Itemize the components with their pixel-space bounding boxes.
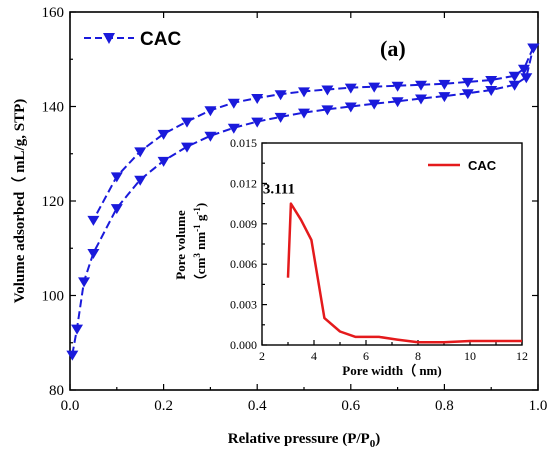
adsorption-branch-marker (298, 108, 310, 119)
adsorption-branch-marker (227, 123, 240, 134)
desorption-branch-marker (368, 82, 381, 93)
adsorption-branch-marker (321, 105, 334, 116)
desorption-branch-marker (527, 43, 540, 54)
desorption-branch-marker (298, 87, 310, 98)
adsorption-branch-marker (251, 117, 264, 128)
desorption-branch-marker (204, 106, 217, 117)
desorption-branch-marker (485, 76, 498, 87)
inset-peak-annotation: 3.111 (263, 182, 295, 198)
main-legend-marker (103, 33, 115, 44)
main-x-tick-label: 0.4 (248, 398, 267, 414)
adsorption-branch-marker (344, 102, 357, 113)
adsorption-branch-marker (66, 350, 79, 361)
inset-x-tick-label: 6 (363, 349, 369, 363)
desorption-branch-marker (227, 98, 240, 109)
inset-y-tick-label: 0.000 (230, 338, 257, 352)
main-x-tick-label: 0.0 (61, 398, 80, 414)
main-series-group (66, 43, 540, 361)
inset-legend-label: CAC (468, 158, 497, 173)
inset-x-tick-label: 10 (464, 349, 476, 363)
adsorption-branch-marker (181, 142, 193, 153)
inset-series-line (286, 202, 522, 344)
inset-y-tick-label: 0.006 (230, 257, 257, 271)
desorption-branch-marker (87, 215, 100, 226)
main-x-tick-label: 0.6 (341, 398, 360, 414)
desorption-branch-marker (181, 117, 193, 128)
inset-x-tick-label: 8 (415, 349, 421, 363)
inset-y-tick-label: 0.015 (230, 136, 257, 150)
adsorption-branch-marker (461, 89, 474, 100)
inset-chart: 2 4 6 8 10 12 0.000 0.003 0.006 0.009 0.012 0.015 P… (173, 136, 528, 378)
inset-x-tick-label: 2 (259, 349, 265, 363)
main-x-tick-label: 0.2 (154, 398, 173, 414)
desorption-branch-marker (110, 172, 123, 183)
main-x-tick-label: 0.8 (435, 398, 454, 414)
main-y-axis-label: Volume adsorbed（ mL/g, STP) (10, 99, 28, 303)
adsorption-branch-marker (134, 175, 147, 186)
desorption-branch-marker (508, 71, 521, 82)
main-y-tick-label: 140 (42, 100, 65, 116)
desorption-branch-marker (134, 147, 147, 158)
adsorption-branch-marker (87, 248, 100, 259)
inset-x-tick-label: 4 (311, 349, 317, 363)
main-axis-ticks: 0.0 0.2 0.4 0.6 0.8 1.0 80 100 120 140 160 (42, 5, 548, 414)
inset-series-group (286, 202, 522, 344)
inset-axis-ticks: 2 4 6 8 10 12 0.000 0.003 0.006 0.009 0.012 0.015 (230, 136, 528, 363)
inset-y-tick-label: 0.003 (230, 298, 257, 312)
desorption-branch-marker (274, 90, 287, 101)
adsorption-branch-marker (485, 85, 498, 96)
adsorption-branch-marker (438, 92, 451, 103)
inset-y-axis-label-line2: （cm3 nm-1 g-1) (192, 203, 208, 288)
desorption-branch-marker (321, 85, 334, 96)
adsorption-branch-marker (520, 73, 533, 84)
desorption-branch-marker (391, 81, 404, 92)
panel-label: (a) (380, 36, 406, 61)
inset-plot-frame (261, 142, 523, 346)
desorption-branch-marker (415, 80, 427, 91)
inset-y-axis-label-line1: Pore volume (173, 210, 188, 280)
desorption-branch-marker (438, 79, 451, 90)
main-y-tick-label: 160 (42, 5, 65, 21)
adsorption-branch-marker (157, 156, 170, 167)
desorption-branch-marker (517, 64, 530, 75)
adsorption-branch-marker (508, 80, 521, 91)
desorption-branch-marker (157, 129, 170, 140)
adsorption-branch-marker (78, 277, 91, 288)
main-legend-label: CAC (140, 29, 181, 50)
adsorption-branch-marker (71, 324, 84, 335)
adsorption-branch-marker (274, 112, 287, 123)
inset-y-tick-label: 0.009 (230, 217, 257, 231)
adsorption-branch-marker (110, 204, 123, 215)
desorption-branch-marker (251, 93, 264, 104)
adsorption-branch-marker (415, 94, 427, 105)
main-y-tick-label: 100 (42, 289, 65, 305)
main-legend: CAC (84, 29, 181, 50)
desorption-branch-marker (344, 83, 357, 94)
adsorption-branch-marker (204, 131, 217, 142)
inset-y-tick-label: 0.012 (230, 176, 257, 190)
main-x-tick-label: 1.0 (529, 398, 548, 414)
inset-x-axis-label: Pore width（ nm) (342, 363, 441, 378)
main-chart: 0.0 0.2 0.4 0.6 0.8 1.0 80 100 120 140 160 Relativ… (10, 5, 547, 450)
inset-x-tick-label: 12 (516, 349, 528, 363)
inset-legend: CAC (428, 158, 497, 173)
main-y-tick-label: 120 (42, 194, 65, 210)
adsorption-branch-marker (368, 99, 381, 110)
main-y-tick-label: 80 (49, 383, 64, 399)
main-x-axis-label: Relative pressure (P/P0) (228, 431, 380, 450)
adsorption-branch-marker (391, 97, 404, 108)
desorption-branch-marker (461, 77, 474, 88)
